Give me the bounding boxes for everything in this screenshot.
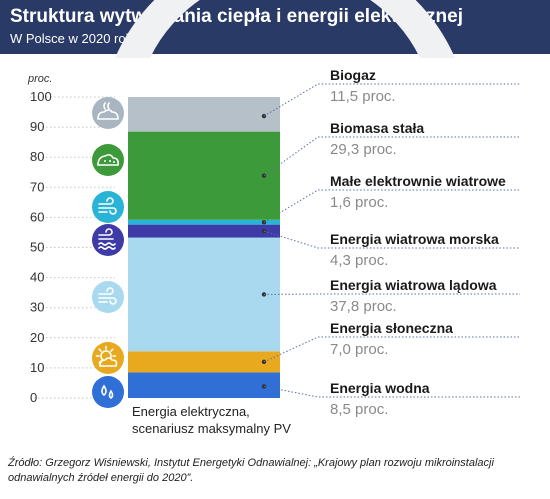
leader-line — [263, 189, 520, 223]
series-value-label: 29,3 proc. — [330, 141, 397, 158]
y-tick-label: 0 — [30, 390, 37, 405]
header-banner: Struktura wytwarzania ciepła i energii e… — [0, 0, 550, 54]
y-tick-label: 10 — [30, 360, 44, 375]
category-label: Energia elektryczna, — [132, 404, 250, 419]
y-tick-label: 60 — [30, 209, 44, 224]
bar-segment-1 — [128, 372, 280, 398]
y-axis-label: proc. — [27, 73, 52, 85]
y-tick-label: 70 — [30, 179, 44, 194]
series-value-label: 4,3 proc. — [330, 252, 388, 269]
series-name-label: Energia wiatrowa lądowa — [330, 277, 497, 293]
icon-circle — [92, 191, 124, 223]
y-tick-label: 50 — [30, 240, 44, 255]
bar-segment-2 — [128, 351, 280, 373]
y-tick-label: 20 — [30, 330, 44, 345]
leader-line — [263, 336, 520, 363]
series-value-label: 11,5 proc. — [330, 88, 396, 105]
background-ring — [115, 0, 455, 58]
icon-circle — [92, 97, 124, 129]
sun-cloud-icon — [92, 342, 124, 374]
leader-line — [263, 83, 520, 117]
series-name-label: Energia słoneczna — [330, 320, 453, 336]
bar-segment-3 — [128, 237, 280, 352]
stacked-bar-chart: proc. 0 10 20 30 40 50 60 70 80 90 100 Energia wodna… — [27, 0, 520, 436]
chart-subtitle: W Polsce w 2020 roku — [10, 31, 140, 46]
bar-segment-4 — [128, 224, 280, 238]
y-tick-label: 80 — [30, 149, 44, 164]
category-label: scenariusz maksymalny PV — [132, 421, 291, 436]
icon-circle — [92, 376, 124, 408]
series-value-label: 1,6 proc. — [330, 194, 388, 211]
chart-title: Struktura wytwarzania ciepła i energii e… — [10, 6, 464, 27]
biogas-icon — [92, 97, 124, 129]
icon-circle — [92, 144, 124, 176]
y-tick-label: 100 — [30, 89, 52, 104]
bar-segment-5 — [128, 219, 280, 225]
y-tick-label: 90 — [30, 119, 44, 134]
y-tick-label: 30 — [30, 300, 44, 315]
series-name-label: Małe elektrownie wiatrowe — [330, 173, 506, 189]
wind-icon — [92, 281, 124, 313]
bar-segment-7 — [128, 97, 280, 132]
series-value-label: 8,5 proc. — [330, 401, 388, 418]
series-name-label: Biogaz — [330, 67, 376, 83]
water-drops-icon — [92, 376, 124, 408]
series-name-label: Energia wiatrowa morska — [330, 231, 499, 247]
series-value-label: 37,8 proc. — [330, 298, 397, 315]
biomass-icon — [92, 144, 124, 176]
leader-line — [263, 385, 520, 398]
source-note: Źródło: Grzegorz Wiśniewski, Instytut En… — [8, 457, 494, 484]
bar-segment-6 — [128, 131, 280, 220]
series-value-label: 7,0 proc. — [330, 341, 388, 358]
leader-line — [263, 230, 520, 249]
small-wind-icon — [92, 191, 124, 223]
icon-circle — [92, 281, 124, 313]
wind-waves-icon — [92, 224, 124, 256]
y-tick-label: 40 — [30, 270, 44, 285]
series-name-label: Biomasa stała — [330, 120, 424, 136]
leader-line — [263, 136, 520, 177]
series-name-label: Energia wodna — [330, 380, 430, 396]
